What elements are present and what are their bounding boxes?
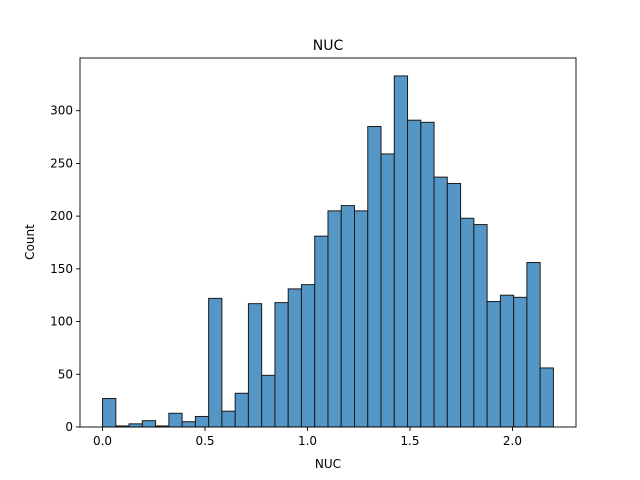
- histogram-bar: [354, 210, 369, 428]
- y-tick-label: 100: [50, 315, 73, 329]
- histogram-bar: [367, 126, 382, 428]
- histogram-bar: [526, 262, 541, 428]
- histogram-bar: [314, 235, 329, 428]
- histogram-bar: [234, 392, 249, 428]
- y-axis: 0 50 100 150 200 250 300: [50, 104, 80, 434]
- histogram-bar: [539, 367, 554, 428]
- histogram-bar: [247, 303, 263, 428]
- histogram-bar: [433, 176, 448, 428]
- histogram-bar: [261, 374, 276, 428]
- histogram-bar: [420, 121, 435, 428]
- y-tick-label: 150: [50, 262, 73, 276]
- x-tick-label: 0.0: [93, 434, 112, 448]
- y-tick-label: 200: [50, 209, 73, 223]
- histogram-bar: [168, 412, 183, 428]
- y-axis-label: Count: [23, 224, 37, 260]
- histogram-bar: [393, 75, 409, 428]
- chart-title: NUC: [313, 38, 344, 54]
- histogram-bar: [486, 301, 501, 428]
- histogram-bar: [380, 153, 395, 428]
- histogram-bar: [141, 420, 157, 428]
- histogram-bar: [208, 297, 223, 428]
- bars-group: [102, 75, 554, 428]
- y-tick-label: 300: [50, 104, 73, 118]
- y-tick-label: 250: [50, 156, 73, 170]
- histogram-bar: [287, 288, 302, 428]
- histogram-bar: [181, 421, 196, 428]
- histogram-bar: [340, 205, 356, 428]
- histogram-bar: [194, 415, 210, 428]
- histogram-bar: [407, 119, 422, 428]
- x-tick-label: 1.0: [298, 434, 317, 448]
- plot-frame: [79, 57, 577, 428]
- y-tick-label: 50: [58, 367, 73, 381]
- histogram-bar: [460, 217, 475, 428]
- histogram-bar: [128, 423, 143, 428]
- histogram-bar: [221, 410, 236, 428]
- histogram-bar: [446, 182, 462, 428]
- x-tick-label: 2.0: [503, 434, 522, 448]
- x-axis: 0.0 0.5 1.0 1.5 2.0: [93, 427, 522, 448]
- x-tick-label: 1.5: [400, 434, 419, 448]
- histogram-bar: [102, 398, 117, 428]
- histogram-bar: [473, 224, 488, 428]
- histogram-bar: [327, 210, 342, 428]
- y-tick-label: 0: [65, 420, 73, 434]
- x-tick-label: 0.5: [195, 434, 214, 448]
- histogram-bar: [513, 296, 528, 428]
- histogram-bar: [499, 294, 515, 428]
- histogram-bar: [300, 284, 316, 428]
- x-axis-label: NUC: [315, 457, 341, 471]
- histogram-bar: [274, 302, 289, 428]
